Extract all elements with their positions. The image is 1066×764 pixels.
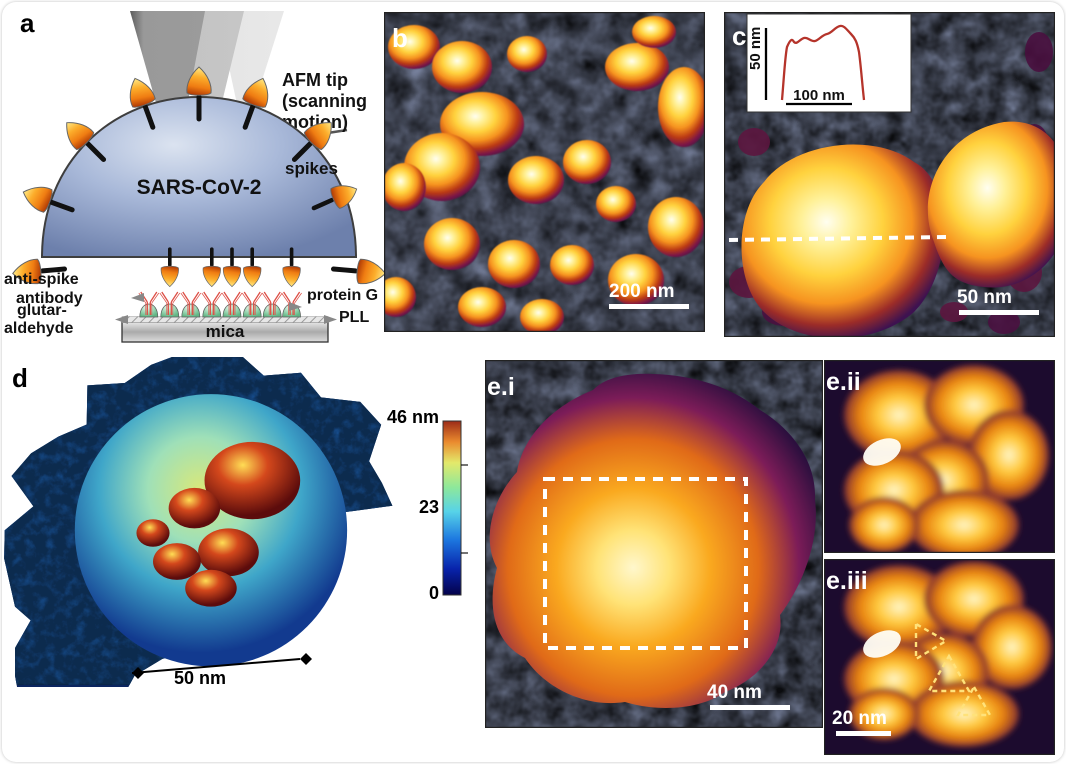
svg-text:0: 0 [429,583,439,603]
svg-text:e.iii: e.iii [826,567,868,595]
svg-text:spikes: spikes [285,159,338,178]
svg-text:50 nm: 50 nm [747,27,764,70]
svg-text:50 nm: 50 nm [957,287,1012,308]
svg-text:20 nm: 20 nm [832,708,887,729]
svg-text:e.ii: e.ii [826,368,861,396]
svg-text:e.i: e.i [487,373,515,401]
svg-text:SARS-CoV-2: SARS-CoV-2 [137,176,262,199]
svg-text:46 nm: 46 nm [387,407,439,427]
svg-text:mica: mica [206,322,245,341]
svg-text:AFM tip: AFM tip [282,70,348,90]
svg-text:40 nm: 40 nm [707,682,762,703]
svg-text:aldehyde: aldehyde [4,320,73,337]
svg-text:d: d [12,363,28,393]
svg-text:50 nm: 50 nm [174,668,226,687]
svg-text:(scanning: (scanning [282,91,367,111]
svg-text:23: 23 [419,497,439,517]
svg-text:c: c [732,21,746,51]
svg-text:anti-spike: anti-spike [4,271,79,288]
svg-text:100 nm: 100 nm [793,87,845,104]
svg-text:200 nm: 200 nm [609,281,674,302]
svg-text:protein G: protein G [307,287,378,304]
svg-text:glutar-: glutar- [17,302,67,319]
svg-text:b: b [392,23,408,53]
svg-text:PLL: PLL [339,309,369,326]
